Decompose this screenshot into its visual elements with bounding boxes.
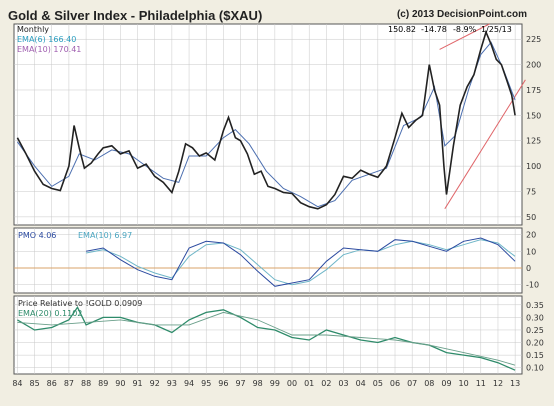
x-tick-label: 94 [184,379,194,388]
relative-y-tick-label: 0.25 [526,326,544,335]
x-tick-label: 13 [510,379,520,388]
price-y-tick-label: 75 [526,188,536,197]
relative-legend-ema: EMA(20) 0.1102 [18,309,82,318]
relative-y-tick-label: 0.30 [526,313,544,322]
x-tick-label: 88 [81,379,91,388]
relative-ema-line [17,311,516,366]
price-y-tick-label: 200 [526,61,541,70]
pmo-signal-line [86,239,516,286]
x-tick-label: 85 [30,379,40,388]
price-y-tick-label: 50 [526,213,536,222]
x-tick-label: 09 [441,379,451,388]
pmo-y-tick-label: 0 [526,264,531,273]
x-tick-label: 12 [493,379,503,388]
relative-y-tick-label: 0.10 [526,364,544,373]
pmo-panel-frame [13,227,523,294]
price-legend-ema6: EMA(6) 166.40 [17,35,76,44]
chart-title: Gold & Silver Index - Philadelphia ($XAU… [8,8,263,23]
x-tick-label: 07 [407,379,417,388]
x-tick-label: 11 [476,379,486,388]
price-line [16,29,516,210]
pmo-y-tick-label: 20 [526,231,536,240]
price-y-tick-label: 100 [526,162,541,171]
x-tick-label: 08 [424,379,434,388]
series-marks [14,23,526,371]
x-tick-label: 10 [459,379,469,388]
x-tick-label: 89 [98,379,108,388]
x-tick-label: 99 [270,379,280,388]
price-y-tick-label: 175 [526,86,541,95]
price-y-tick-label: 225 [526,35,541,44]
relative-panel-frame [13,295,523,375]
x-tick-label: 00 [287,379,297,388]
pmo-legend-pmo: PMO 4.06 [18,231,56,240]
stat-date: 1/25/13 [481,25,512,34]
x-tick-label: 04 [356,379,366,388]
stat-close: 150.82 [388,25,416,34]
price-panel-frame [13,23,523,226]
stat-pct: -8.9% [453,25,477,34]
x-tick-label: 06 [390,379,400,388]
x-tick-label: 98 [253,379,263,388]
x-tick-label: 02 [321,379,331,388]
pmo-y-tick-label: -10 [526,281,539,290]
x-tick-label: 95 [201,379,211,388]
x-tick-label: 86 [47,379,57,388]
x-tick-label: 90 [115,379,125,388]
x-tick-label: 87 [64,379,74,388]
x-tick-label: 01 [304,379,314,388]
x-tick-label: 92 [150,379,160,388]
x-tick-label: 05 [373,379,383,388]
trend-line [439,23,490,50]
x-tick-label: 93 [167,379,177,388]
x-tick-label: 96 [218,379,228,388]
relative-legend-price: Price Relative to !GOLD 0.0909 [18,299,142,308]
axis-labels: 84 85 86 87 88 89 90 91 92 93 94 95 96 97 98 99 00 01 02 03… [12,35,543,388]
x-tick-label: 03 [338,379,348,388]
price-y-tick-label: 125 [526,137,541,146]
price-ema-line [16,41,516,208]
price-legend-ema10: EMA(10) 170.41 [17,45,81,54]
price-y-tick-label: 150 [526,111,541,120]
relative-y-tick-label: 0.20 [526,339,544,348]
relative-y-tick-label: 0.15 [526,351,544,360]
x-tick-label: 91 [132,379,142,388]
x-tick-label: 84 [12,379,22,388]
copyright-text: (c) 2013 DecisionPoint.com [396,9,527,20]
relative-y-tick-label: 0.35 [526,301,544,310]
pmo-line [86,237,516,287]
pmo-legend-ema: EMA(10) 6.97 [78,231,132,240]
stat-change: -14.78 [421,25,447,34]
x-tick-label: 97 [235,379,245,388]
pmo-y-tick-label: 10 [526,247,536,256]
price-period-label: Monthly [17,25,49,34]
